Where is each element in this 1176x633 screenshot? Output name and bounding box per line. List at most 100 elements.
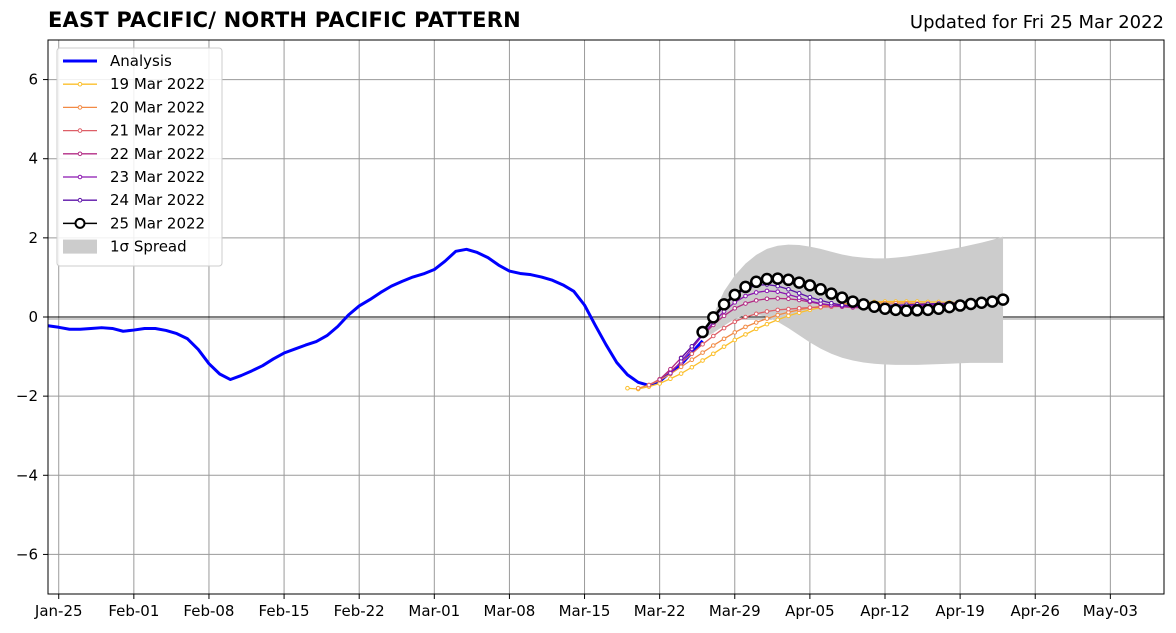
forecast-point [732, 319, 738, 325]
forecast-point [868, 300, 881, 313]
forecast-point [732, 330, 738, 335]
legend-item: 25 Mar 2022 [63, 214, 205, 232]
legend-label: 23 Mar 2022 [110, 168, 205, 186]
forecast-point [721, 336, 727, 342]
forecast-point [796, 295, 802, 300]
forecast-point [846, 295, 860, 308]
forecast-point [689, 357, 695, 363]
forecast-point [764, 309, 770, 314]
legend-label: Analysis [110, 52, 172, 70]
forecast-point [835, 291, 849, 304]
legend-item: 1σ Spread [63, 238, 187, 256]
forecast-point [689, 351, 695, 357]
legend-item: 21 Mar 2022 [63, 122, 205, 140]
y-tick-label: 4 [28, 150, 38, 168]
legend-item: 19 Mar 2022 [63, 75, 205, 93]
legend-box [56, 47, 223, 267]
forecast-point [807, 294, 813, 300]
forecast-point [771, 272, 784, 285]
forecast-point [996, 293, 1010, 306]
forecast-point [635, 385, 641, 391]
forecast-point [739, 280, 752, 294]
forecast-point [943, 300, 956, 314]
forecast-point [782, 273, 795, 287]
legend-marker [77, 151, 83, 157]
forecast-point [792, 276, 806, 289]
x-tick-label: Apr-19 [935, 602, 985, 620]
forecast-point [900, 304, 913, 317]
forecast-point [696, 325, 709, 339]
forecast-point [786, 306, 791, 312]
forecast-point [743, 301, 748, 306]
forecast-point [678, 355, 684, 361]
forecast-point [732, 305, 738, 311]
legend-marker [77, 128, 83, 133]
forecast-point [839, 302, 845, 308]
chart-title: EAST PACIFIC/ NORTH PACIFIC PATTERN [48, 8, 521, 32]
x-tick-label: Apr-12 [860, 602, 910, 620]
forecast-point [986, 295, 999, 308]
forecast-point [760, 272, 774, 286]
forecast-point [807, 298, 813, 304]
forecast-point [878, 302, 892, 315]
forecast-point [825, 287, 838, 300]
forecast-point [625, 385, 630, 391]
forecast-point [753, 311, 759, 317]
y-tick-label: 0 [28, 308, 38, 326]
forecast-point [775, 296, 780, 301]
x-tick-label: Mar-15 [559, 602, 611, 620]
forecast-point [743, 293, 748, 299]
legend-marker [77, 81, 83, 87]
legend-label: 22 Mar 2022 [110, 145, 205, 163]
forecast-point [732, 337, 738, 343]
forecast-point [717, 298, 731, 311]
forecast-line [627, 300, 982, 390]
forecast-point [764, 316, 770, 321]
forecast-point [732, 300, 738, 305]
series-layer [47, 247, 1010, 392]
forecast-point [678, 371, 684, 376]
forecast-point [857, 298, 870, 311]
forecast-point [775, 312, 780, 318]
y-tick-label: 6 [28, 71, 38, 89]
y-tick-label: 2 [28, 229, 38, 247]
legend-label: 1σ Spread [110, 238, 187, 256]
forecast-point [775, 289, 780, 294]
forecast-point [775, 307, 780, 313]
forecast-point [711, 343, 716, 348]
forecast-point [910, 304, 924, 317]
forecast-point [700, 358, 705, 363]
x-tick-label: Feb-08 [183, 602, 234, 620]
forecast-point [814, 283, 827, 296]
legend-swatch [63, 239, 97, 254]
forecast-point [689, 364, 695, 370]
legend-label: 25 Mar 2022 [110, 214, 205, 232]
forecast-point [728, 288, 742, 302]
legend-marker [74, 217, 86, 229]
legend-label: 20 Mar 2022 [110, 98, 205, 116]
forecast-point [775, 317, 780, 323]
x-tick-label: Feb-15 [259, 602, 310, 620]
x-tick-label: Mar-22 [634, 602, 686, 620]
forecast-point [721, 344, 727, 349]
forecast-point [700, 350, 705, 355]
forecast-point [668, 370, 673, 376]
legend-marker [77, 174, 83, 180]
forecast-point [711, 333, 716, 339]
legend-label: 19 Mar 2022 [110, 75, 205, 93]
x-tick-label: Jan-25 [34, 602, 83, 620]
y-axis: −6 −4 −2 0 2 4 6 [16, 71, 48, 563]
forecast-point [707, 311, 720, 324]
legend-marker [77, 197, 83, 203]
forecast-point [753, 326, 759, 332]
legend-label: 24 Mar 2022 [110, 191, 205, 209]
forecast-point [678, 364, 684, 370]
x-axis: Jan-25 Feb-01 Feb-08 Feb-15 Feb-22 Mar-01 Mar-… [34, 594, 1138, 620]
forecast-point [753, 290, 759, 295]
forecast-point [786, 296, 791, 302]
chart-subtitle: Updated for Fri 25 Mar 2022 [909, 12, 1164, 33]
forecast-point [721, 325, 727, 331]
forecast-point [775, 283, 780, 289]
forecast-point [786, 292, 791, 297]
forecast-point [753, 298, 759, 303]
